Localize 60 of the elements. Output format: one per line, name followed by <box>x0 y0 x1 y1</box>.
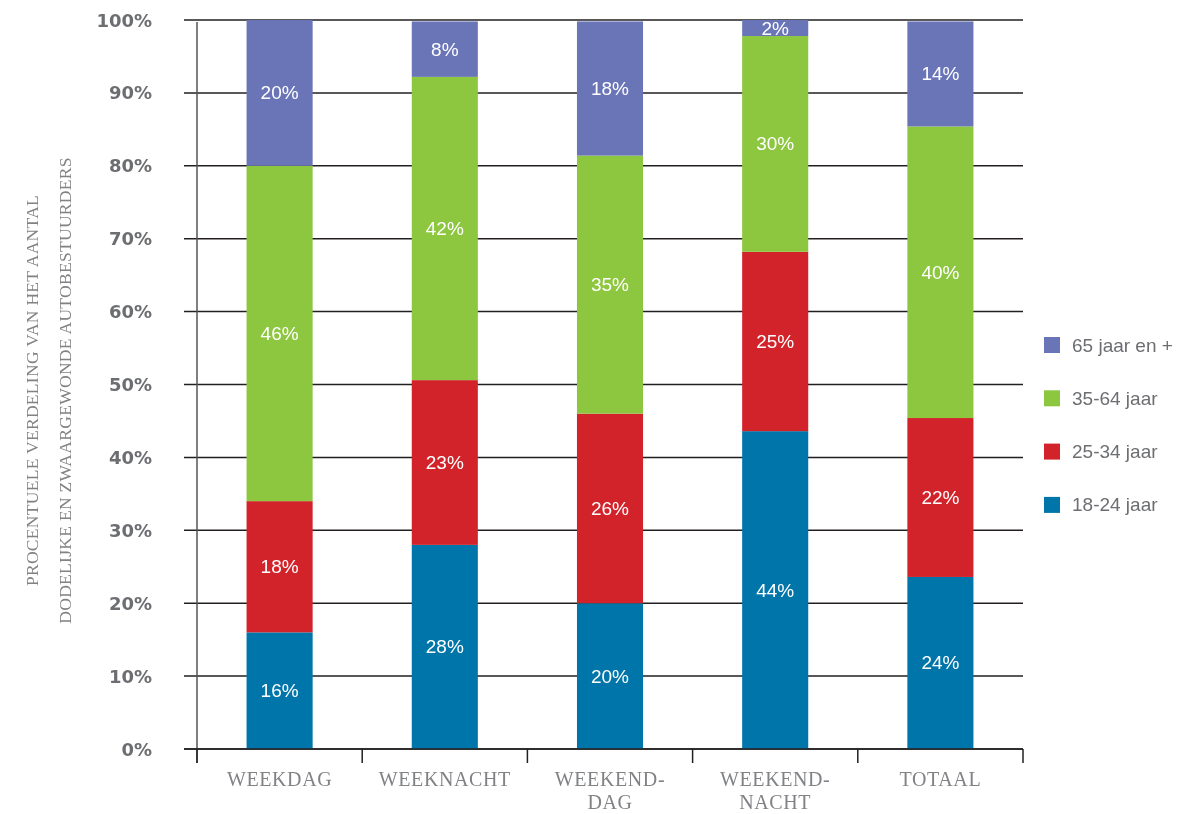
data-label: 8% <box>431 38 459 60</box>
y-tick-label: 60% <box>108 301 152 323</box>
x-tick-label: WEEKDAG <box>226 768 333 790</box>
bar <box>246 165 313 502</box>
data-label: 23% <box>425 452 464 473</box>
data-label: 35% <box>590 274 630 296</box>
data-label: 18% <box>590 78 630 100</box>
legend-label: 18-24 jaar <box>1072 494 1159 516</box>
x-tick-label: WEEKEND-DAG <box>554 768 666 813</box>
data-label: 20% <box>590 665 630 687</box>
bar <box>742 251 809 432</box>
y-tick-label: 40% <box>108 446 152 468</box>
data-label: 25% <box>756 330 795 352</box>
data-label: 20% <box>260 82 299 104</box>
bar <box>907 576 974 749</box>
bar <box>411 380 478 545</box>
legend-label: 35-64 jaar <box>1072 387 1159 409</box>
y-axis-title: PROCENTUELE VERDELING VAN HET AANTAL DODELIJKE EN ZWAARGEWONDE AUTOBESTUURDERS <box>22 157 75 624</box>
data-label: 42% <box>425 217 464 239</box>
y-tick-label: 20% <box>108 592 152 614</box>
x-tick-label: TOTAAL <box>899 768 982 790</box>
x-tick-label: WEEKNACHT <box>378 768 511 790</box>
bar <box>907 126 974 419</box>
data-label: 22% <box>921 486 960 508</box>
data-label: 14% <box>921 63 960 85</box>
bar <box>742 36 809 252</box>
data-label: 46% <box>260 322 299 344</box>
bar <box>411 21 478 77</box>
y-tick-label: 10% <box>108 665 152 687</box>
bar <box>411 544 478 749</box>
bar <box>742 431 809 749</box>
data-label: 24% <box>921 652 960 674</box>
y-tick-label: 0% <box>121 738 152 760</box>
y-tick-label: 70% <box>108 228 152 250</box>
data-label: 18% <box>260 556 299 578</box>
data-label: 28% <box>425 636 464 658</box>
legend-label: 65 jaar en + <box>1072 334 1173 356</box>
legend-label: 25-34 jaar <box>1072 441 1159 463</box>
y-tick-label: 50% <box>108 374 152 395</box>
data-label: 30% <box>756 133 795 155</box>
bar <box>246 20 313 166</box>
data-label: 40% <box>921 261 960 283</box>
x-tick-label: WEEKEND-NACHT <box>720 768 831 813</box>
bar <box>411 76 478 381</box>
y-tick-label: 90% <box>108 82 152 104</box>
bar <box>907 21 974 127</box>
bar <box>246 501 313 633</box>
data-label: 26% <box>590 497 630 519</box>
bar <box>246 632 313 749</box>
data-label: 16% <box>260 680 299 702</box>
bar <box>576 413 644 604</box>
y-tick-label: 80% <box>108 155 152 177</box>
data-label: 2% <box>761 17 790 39</box>
y-tick-label: 100% <box>96 9 152 31</box>
data-label: 44% <box>756 579 795 601</box>
bar <box>576 603 644 749</box>
bar <box>907 418 974 577</box>
bar <box>576 155 644 414</box>
bar <box>576 21 644 156</box>
y-tick-label: 30% <box>108 519 152 541</box>
